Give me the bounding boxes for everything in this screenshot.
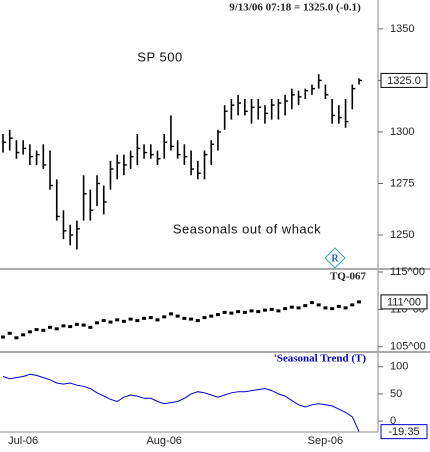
- dash-mark: [303, 304, 308, 308]
- dash-mark: [256, 310, 261, 314]
- dash-mark: [135, 319, 140, 323]
- dash-mark: [74, 322, 79, 326]
- y-tick-label: 0: [390, 415, 396, 427]
- last-value-label: -19.35: [388, 426, 419, 438]
- y-tick-label: 105^00: [390, 341, 426, 353]
- dash-mark: [68, 325, 73, 329]
- dash-mark: [357, 300, 361, 304]
- dash-mark: [236, 310, 241, 314]
- dash-mark: [121, 319, 126, 323]
- dash-mark: [41, 328, 46, 332]
- dash-mark: [1, 335, 5, 339]
- dash-mark: [148, 316, 153, 320]
- dash-mark: [276, 309, 281, 313]
- dash-mark: [330, 307, 335, 311]
- x-tick-label: Aug-06: [146, 435, 181, 447]
- dash-mark: [289, 305, 294, 309]
- y-tick-label: 1350: [390, 23, 414, 35]
- dash-mark: [162, 315, 167, 319]
- dash-mark: [182, 316, 187, 320]
- dash-mark: [155, 318, 160, 322]
- dash-mark: [323, 306, 328, 310]
- dash-mark: [175, 314, 180, 318]
- y-tick-label: 100: [390, 361, 408, 373]
- dash-mark: [189, 317, 194, 321]
- dash-mark: [350, 303, 355, 307]
- dash-mark: [195, 319, 200, 323]
- dash-mark: [128, 317, 133, 321]
- dash-mark: [296, 306, 301, 310]
- last-value-box: [380, 294, 428, 310]
- dash-mark: [48, 325, 53, 329]
- dash-mark: [316, 303, 321, 307]
- y-tick-label: 1275: [390, 177, 414, 189]
- y-tick-label: 1250: [390, 229, 414, 241]
- dash-mark: [242, 310, 247, 314]
- dash-mark: [229, 311, 234, 315]
- panel-title: 'Seasonal Trend (T): [274, 353, 367, 365]
- dash-mark: [142, 316, 147, 320]
- y-tick-label: 50: [390, 388, 402, 400]
- dash-mark: [343, 306, 348, 310]
- annotation: Seasonals out of whack: [173, 221, 321, 236]
- y-tick-label: 115^00: [390, 266, 425, 278]
- dash-mark: [309, 301, 314, 305]
- dash-mark: [115, 318, 120, 322]
- dash-mark: [34, 328, 39, 332]
- x-tick-label: Sep-06: [308, 435, 343, 447]
- annotation: SP 500: [137, 49, 182, 64]
- dash-mark: [108, 320, 113, 324]
- dash-mark: [249, 309, 254, 313]
- last-value-box: [380, 424, 428, 440]
- dash-mark: [168, 312, 173, 316]
- dash-mark: [7, 331, 12, 335]
- dash-mark: [88, 325, 93, 329]
- dash-mark: [222, 310, 227, 314]
- dash-mark: [336, 304, 341, 308]
- dash-mark: [101, 319, 106, 323]
- trend-line: [2, 373, 360, 432]
- dash-mark: [27, 330, 32, 334]
- dash-mark: [269, 307, 274, 311]
- panel-title: 9/13/06 07:18 = 1325.0 (-0.1): [229, 2, 361, 14]
- dash-mark: [81, 323, 86, 327]
- dash-mark: [95, 321, 100, 325]
- last-value-label: 111^00: [387, 296, 421, 308]
- dash-mark: [61, 324, 66, 328]
- dash-mark: [14, 336, 19, 340]
- dash-mark: [262, 308, 267, 312]
- last-value-box: [380, 72, 428, 88]
- dash-mark: [21, 333, 26, 337]
- dash-mark: [209, 314, 214, 318]
- icon: R: [324, 247, 346, 269]
- panel-title: TQ-067: [330, 271, 367, 283]
- x-tick-label: Jul-06: [8, 435, 38, 447]
- icon-label: R: [331, 253, 339, 264]
- last-value-label: 1325.0: [387, 75, 421, 87]
- dash-mark: [54, 327, 59, 331]
- dash-mark: [215, 313, 220, 317]
- dash-mark: [283, 307, 288, 311]
- dash-mark: [202, 316, 207, 320]
- y-tick-label: 1300: [390, 126, 414, 138]
